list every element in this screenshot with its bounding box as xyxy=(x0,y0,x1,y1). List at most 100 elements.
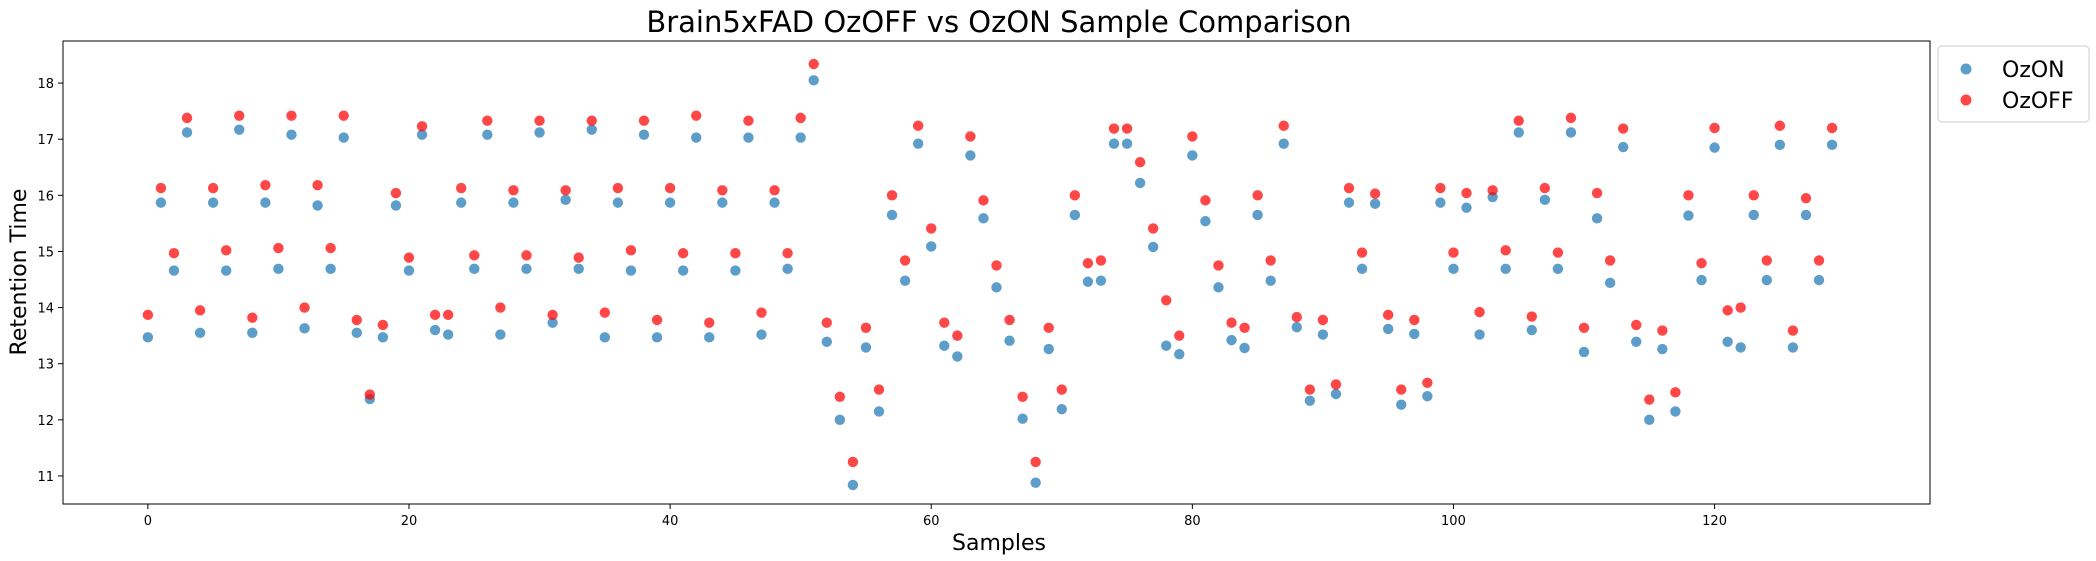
ozon-point xyxy=(1304,395,1316,406)
ozon-point xyxy=(547,317,558,328)
y-tick-label: 16 xyxy=(37,189,54,204)
ozon-point xyxy=(1787,342,1799,353)
ozon-point xyxy=(351,327,362,339)
ozon-point xyxy=(416,129,428,140)
y-tick-label: 15 xyxy=(37,245,54,260)
ozoff-point xyxy=(1774,120,1786,131)
ozon-point xyxy=(1174,348,1185,360)
ozon-point xyxy=(1735,342,1746,353)
ozoff-point xyxy=(482,115,493,126)
ozon-point xyxy=(782,263,793,275)
ozoff-point xyxy=(1644,394,1655,405)
ozoff-point xyxy=(194,305,206,316)
x-axis-label: Samples xyxy=(952,531,1046,556)
ozoff-point xyxy=(1722,305,1733,316)
ozoff-point xyxy=(1500,245,1511,256)
ozon-point xyxy=(677,265,689,276)
ozoff-point xyxy=(1056,384,1067,395)
ozoff-point xyxy=(1187,131,1198,142)
ozoff-point xyxy=(1095,255,1107,266)
ozoff-point xyxy=(234,110,245,121)
ozon-point xyxy=(1683,210,1694,221)
ozoff-point xyxy=(795,112,806,124)
ozon-point xyxy=(1239,342,1250,354)
ozon-point xyxy=(704,332,715,343)
ozoff-point xyxy=(847,456,859,468)
ozoff-point xyxy=(873,384,885,395)
y-tick-label: 14 xyxy=(37,302,54,317)
ozoff-point xyxy=(1356,247,1368,258)
ozon-point xyxy=(1043,343,1054,355)
y-tick-label: 18 xyxy=(37,77,54,92)
series-ozoff xyxy=(142,58,1838,468)
ozoff-point xyxy=(1069,190,1081,201)
ozon-point xyxy=(234,124,245,135)
ozoff-point xyxy=(155,182,167,194)
ozon-point xyxy=(142,332,154,343)
ozoff-point xyxy=(351,314,362,326)
ozoff-point xyxy=(782,247,793,259)
ozoff-point xyxy=(1604,255,1616,266)
legend-marker-ozoff xyxy=(1960,94,1972,106)
y-axis-label: Retention Time xyxy=(7,189,32,356)
ozon-point xyxy=(834,414,846,426)
ozoff-point xyxy=(1174,330,1185,341)
ozon-point xyxy=(612,197,624,208)
ozon-point xyxy=(1644,414,1655,426)
ozoff-point xyxy=(429,309,441,321)
ozoff-point xyxy=(1134,157,1146,168)
ozon-point xyxy=(1448,263,1459,275)
ozoff-point xyxy=(1709,122,1720,134)
ozoff-point xyxy=(730,247,741,259)
ozoff-point xyxy=(1513,115,1524,126)
ozoff-point xyxy=(1343,182,1355,194)
ozoff-point xyxy=(756,307,767,318)
ozon-point xyxy=(1604,277,1616,289)
ozoff-point xyxy=(312,180,323,191)
legend-label-ozon: OzON xyxy=(2002,58,2065,83)
ozoff-point xyxy=(1539,182,1551,194)
ozon-point xyxy=(1226,334,1237,346)
ozoff-point xyxy=(1291,311,1302,323)
ozon-point xyxy=(495,329,506,340)
ozoff-point xyxy=(991,260,1002,271)
ozon-point xyxy=(1578,346,1590,358)
ozoff-point xyxy=(1369,188,1381,199)
ozoff-point xyxy=(1252,190,1263,201)
ozoff-point xyxy=(1487,185,1498,196)
ozoff-point xyxy=(860,322,872,333)
ozoff-point xyxy=(364,389,376,400)
ozon-point xyxy=(1500,263,1511,275)
ozoff-point xyxy=(1213,260,1224,271)
ozon-point xyxy=(286,129,297,140)
x-axis: 0 20 40 60 80 100 120 xyxy=(144,504,1727,529)
ozoff-point xyxy=(1761,255,1773,266)
ozon-point xyxy=(1147,241,1159,253)
ozon-point xyxy=(965,150,976,161)
ozoff-point xyxy=(1382,309,1394,321)
ozoff-point xyxy=(912,120,924,131)
ozoff-point xyxy=(1552,247,1564,258)
ozoff-point xyxy=(808,58,819,70)
ozoff-point xyxy=(1004,314,1015,326)
ozoff-point xyxy=(1631,319,1642,331)
ozon-point xyxy=(795,132,806,143)
ozon-point xyxy=(1591,213,1603,224)
y-tick-label: 12 xyxy=(37,414,54,429)
ozon-point xyxy=(312,200,323,211)
ozon-point xyxy=(1461,202,1472,213)
ozon-point xyxy=(1187,150,1198,161)
ozon-point xyxy=(207,197,219,208)
ozon-point xyxy=(1761,274,1773,286)
ozon-point xyxy=(1291,322,1302,333)
ozon-point xyxy=(442,329,454,340)
ozoff-point xyxy=(1017,391,1028,403)
ozoff-point xyxy=(286,110,297,121)
legend: OzON OzOFF xyxy=(1937,45,2090,123)
ozoff-point xyxy=(625,245,637,256)
ozon-point xyxy=(1056,403,1067,415)
ozoff-point xyxy=(1226,317,1237,328)
ozoff-point xyxy=(821,317,832,328)
ozoff-point xyxy=(469,250,480,261)
